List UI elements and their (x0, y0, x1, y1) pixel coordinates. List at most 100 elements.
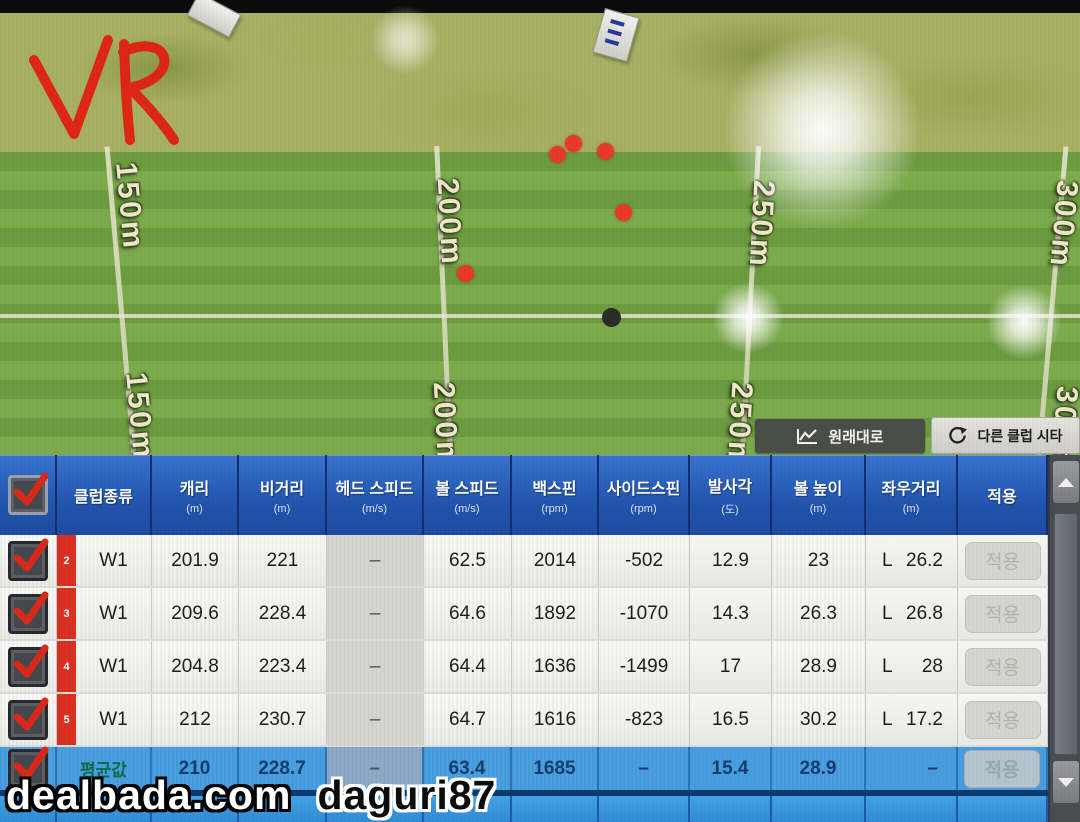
ball-height-cell: 28.9 (772, 641, 866, 692)
avg-backspin-cell: 1685 (512, 747, 599, 790)
select-all-cell (0, 455, 57, 535)
head-speed-cell: – (327, 694, 424, 745)
reset-view-button[interactable]: 원래대로 (755, 419, 925, 453)
table-row-2: 2 W1 201.9 221 – 62.5 2014 -502 12.9 23 … (0, 535, 1048, 588)
scrollbar-thumb[interactable] (1054, 513, 1078, 755)
vr-marker-annotation (29, 35, 179, 145)
lr-distance-cell: L 17.2 (866, 694, 958, 745)
lr-direction: L (882, 708, 893, 730)
col-header-launch-angle: 발사각 (도) (690, 455, 772, 535)
distance-cell: 230.7 (239, 694, 327, 745)
apply-button-row-2[interactable]: 적용 (964, 541, 1041, 580)
carry-cell: 209.6 (152, 588, 239, 639)
sidespin-cell: -502 (599, 535, 690, 586)
backspin-cell: 2014 (512, 535, 599, 586)
distance-label-300m-top: 300m (1043, 178, 1080, 271)
table-header-row: 클럽종류 캐리 (m) 비거리 (m) 헤드 스피드 (m/s) 볼 스피드 (m/s)… (0, 455, 1048, 535)
average-row: 평균값 210 228.7 – 63.4 1685 – 15.4 28.9 – … (0, 746, 1048, 793)
backspin-cell: 1636 (512, 641, 599, 692)
avg-sidespin-cell: – (599, 747, 690, 790)
apply-button-row-5[interactable]: 적용 (964, 700, 1041, 739)
red-check-icon (13, 472, 48, 506)
lr-distance-cell: L 28 (866, 641, 958, 692)
watermark-user: daguri87 (317, 772, 497, 818)
club-cell: 2 W1 (57, 535, 152, 586)
red-check-icon (13, 746, 48, 779)
distance-cell: 221 (239, 535, 327, 586)
shot-number-badge: 4 (57, 641, 76, 692)
row-4-checkbox[interactable] (8, 644, 49, 687)
watermark: dealbada.com daguri87 (6, 772, 496, 819)
table-row-5: 5 W1 212 230.7 – 64.7 1616 -823 16.5 30.… (0, 694, 1048, 747)
apply-button-average[interactable]: 적용 (964, 749, 1040, 788)
col-header-carry: 캐리 (m) (152, 455, 239, 535)
club-cell: 3 W1 (57, 588, 152, 639)
col-header-backspin: 백스핀 (rpm) (512, 455, 599, 535)
shot-number-badge: 5 (57, 694, 76, 745)
row-select-cell (0, 694, 57, 745)
shot-dot-red-1 (549, 146, 566, 163)
scroll-up-button[interactable] (1053, 461, 1079, 503)
apply-cell: 적용 (958, 535, 1048, 586)
backspin-cell: 1892 (512, 588, 599, 639)
apply-button-row-3[interactable]: 적용 (964, 594, 1041, 633)
ball-height-cell: 23 (772, 535, 866, 586)
sidespin-cell: -1070 (599, 588, 690, 639)
shot-dot-red-2 (565, 135, 582, 152)
select-all-checkbox[interactable] (7, 472, 48, 515)
avg-distance-cell: 228.7 (239, 747, 327, 790)
lr-direction: L (882, 655, 893, 677)
distance-cell: 223.4 (239, 641, 327, 692)
ball-speed-cell: 64.4 (424, 641, 512, 692)
head-speed-cell: – (327, 588, 424, 639)
sidespin-cell: -823 (599, 694, 690, 745)
apply-cell: 적용 (958, 641, 1048, 692)
avg-head-speed-cell: – (327, 747, 424, 790)
col-header-distance: 비거리 (m) (239, 455, 327, 535)
shot-dot-red-3 (597, 143, 614, 160)
shot-dot-latest (602, 308, 621, 327)
scroll-down-button[interactable] (1053, 761, 1079, 803)
shot-number-badge: 3 (57, 588, 76, 639)
distance-label-250m-top: 250m (742, 179, 781, 270)
launch-angle-cell: 14.3 (690, 588, 772, 639)
shot-number-badge: 2 (57, 535, 76, 586)
apply-cell: 적용 (958, 588, 1048, 639)
avg-ball-speed-cell: 63.4 (424, 747, 512, 790)
col-header-club: 클럽종류 (57, 455, 152, 535)
club-cell: 4 W1 (57, 641, 152, 692)
ball-speed-cell: 62.5 (424, 535, 512, 586)
watermark-site: dealbada.com (6, 772, 292, 818)
distance-cell: 228.4 (239, 588, 327, 639)
chart-line-icon (797, 428, 818, 444)
row-5-checkbox[interactable] (8, 697, 49, 740)
average-row-checkbox[interactable] (7, 746, 48, 789)
ball-height-cell: 30.2 (772, 694, 866, 745)
average-label: 평균값 (57, 747, 152, 790)
apply-button-row-4[interactable]: 적용 (964, 647, 1041, 686)
distance-label-250m-bottom: 250m (720, 381, 759, 455)
shot-dot-red-4 (615, 204, 632, 221)
club-cell: 5 W1 (57, 694, 152, 745)
carry-cell: 204.8 (152, 641, 239, 692)
row-3-checkbox[interactable] (8, 591, 49, 634)
arrow-down-icon (1058, 777, 1074, 787)
row-2-checkbox[interactable] (8, 538, 49, 581)
col-header-lr-distance: 좌우거리 (m) (866, 455, 958, 535)
row-select-cell (0, 535, 57, 586)
lr-value: 28 (921, 655, 943, 677)
distance-label-200m-top: 200m (430, 177, 469, 268)
col-header-ball-speed: 볼 스피드 (m/s) (424, 455, 512, 535)
table-scrollbar[interactable] (1048, 455, 1080, 822)
head-speed-cell: – (327, 641, 424, 692)
fairway-stripes (0, 152, 1080, 455)
lr-direction: L (882, 602, 893, 624)
apply-cell: 적용 (958, 694, 1048, 745)
lr-value: 17.2 (906, 708, 943, 730)
refresh-icon (949, 426, 968, 444)
launch-angle-cell: 17 (690, 641, 772, 692)
ball-speed-cell: 64.7 (424, 694, 512, 745)
other-club-button[interactable]: 다른 클럽 시타 (931, 417, 1080, 454)
center-target-line (0, 314, 1080, 318)
